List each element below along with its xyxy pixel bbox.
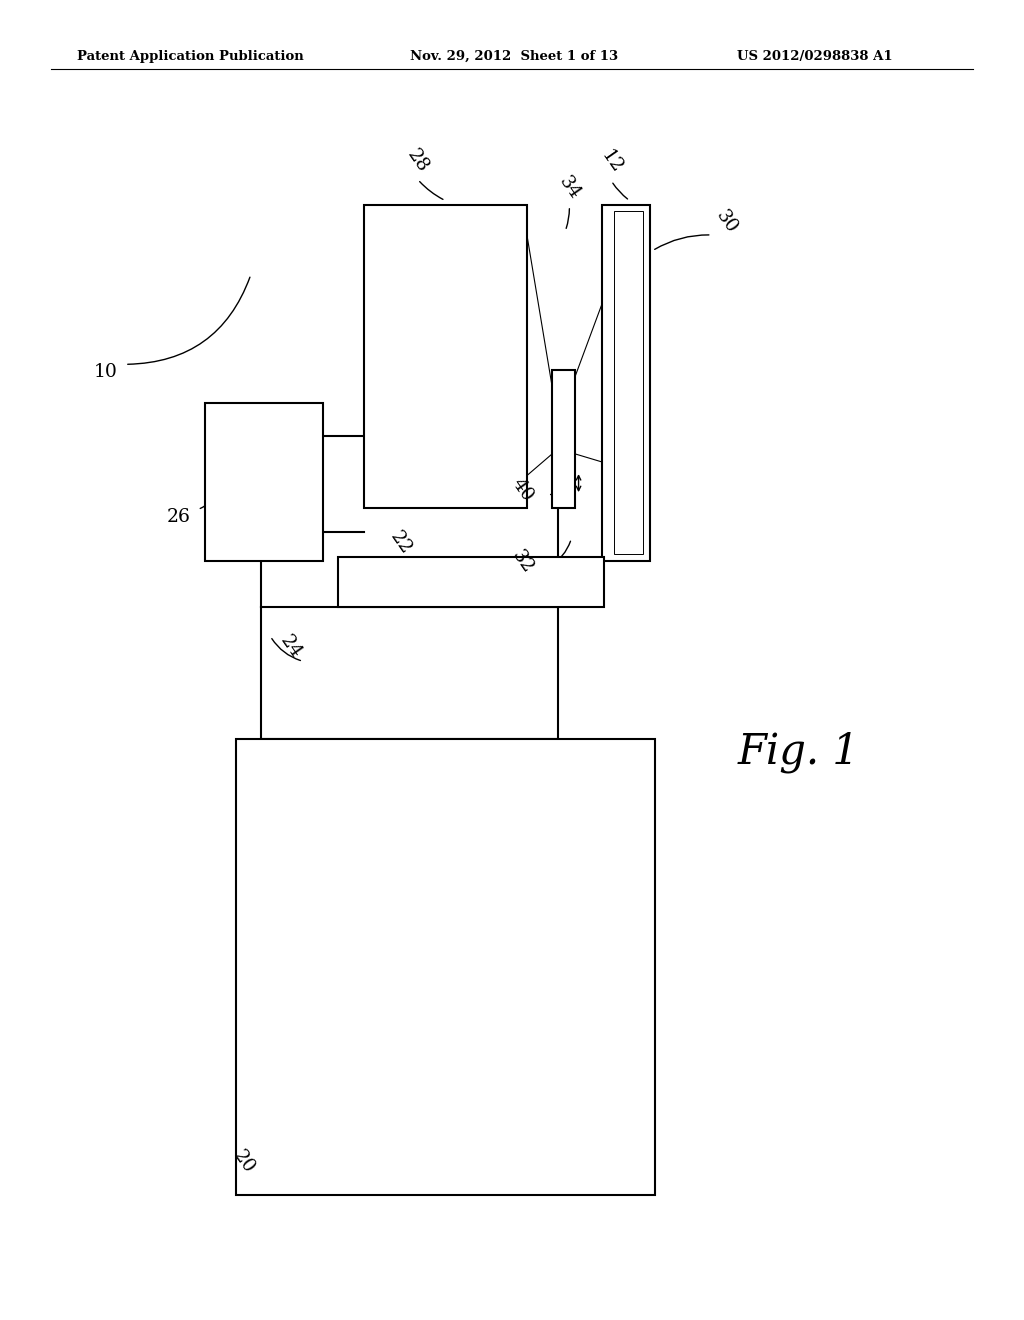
Text: 40: 40 bbox=[508, 475, 537, 504]
Text: Fig. 1: Fig. 1 bbox=[737, 731, 859, 774]
FancyArrowPatch shape bbox=[654, 235, 709, 249]
FancyArrowPatch shape bbox=[566, 209, 569, 228]
Bar bbox=[338, 557, 604, 607]
Text: 22: 22 bbox=[386, 528, 415, 557]
Bar bbox=[602, 205, 650, 561]
Text: 30: 30 bbox=[713, 207, 741, 236]
FancyArrowPatch shape bbox=[551, 484, 569, 495]
Bar bbox=[552, 370, 575, 508]
FancyArrowPatch shape bbox=[271, 639, 300, 660]
FancyArrowPatch shape bbox=[407, 557, 413, 564]
Text: Nov. 29, 2012  Sheet 1 of 13: Nov. 29, 2012 Sheet 1 of 13 bbox=[410, 50, 617, 63]
Text: 28: 28 bbox=[403, 147, 432, 176]
Bar bbox=[364, 205, 527, 508]
FancyArrowPatch shape bbox=[261, 1177, 264, 1189]
Text: 10: 10 bbox=[94, 363, 118, 381]
FancyArrowPatch shape bbox=[420, 182, 443, 199]
Text: 12: 12 bbox=[597, 148, 626, 177]
FancyArrowPatch shape bbox=[612, 183, 628, 199]
FancyArrowPatch shape bbox=[201, 494, 217, 508]
Text: 34: 34 bbox=[555, 173, 584, 202]
FancyArrowPatch shape bbox=[550, 541, 570, 566]
Bar bbox=[205, 403, 323, 561]
Bar bbox=[614, 211, 643, 554]
Text: 20: 20 bbox=[229, 1147, 258, 1176]
Text: US 2012/0298838 A1: US 2012/0298838 A1 bbox=[737, 50, 893, 63]
Text: 24: 24 bbox=[276, 632, 305, 661]
Text: 26: 26 bbox=[167, 508, 190, 527]
FancyArrowPatch shape bbox=[128, 277, 250, 364]
Text: Patent Application Publication: Patent Application Publication bbox=[77, 50, 303, 63]
Text: 32: 32 bbox=[508, 548, 537, 577]
Bar bbox=[236, 739, 655, 1195]
